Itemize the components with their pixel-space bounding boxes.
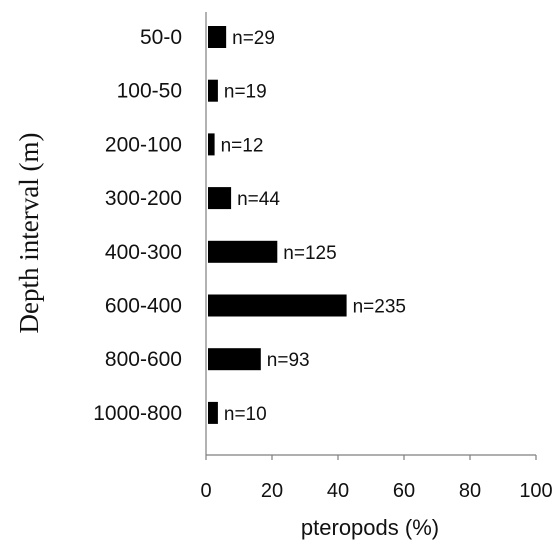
y-axis-title: Depth interval (m): [14, 133, 44, 334]
x-tick-label: 0: [200, 480, 211, 502]
data-label: n=12: [221, 135, 264, 156]
category-label: 600-400: [105, 295, 182, 318]
category-label: 100-50: [117, 80, 182, 103]
category-label: 50-0: [140, 26, 182, 49]
bar-600-400: [208, 294, 347, 317]
data-label: n=44: [237, 189, 280, 210]
bar-400-300: [208, 240, 278, 263]
category-label: 400-300: [105, 241, 182, 264]
x-tick-label: 100: [519, 480, 552, 502]
x-ticks-group: 0 20 40 60 80 100: [200, 455, 553, 502]
x-tick-label: 40: [327, 480, 349, 502]
bar-800-600: [208, 348, 261, 371]
bar-200-100: [208, 133, 215, 156]
bar-300-200: [208, 187, 232, 210]
data-label: n=10: [224, 404, 267, 425]
bar-1000-800: [208, 401, 218, 424]
x-tick-label: 60: [393, 480, 415, 502]
data-label: n=125: [283, 243, 336, 264]
category-label: 200-100: [105, 133, 182, 156]
x-tick-label: 20: [261, 480, 283, 502]
x-axis-title: pteropods (%): [301, 515, 439, 540]
data-label: n=29: [232, 28, 275, 49]
data-label: n=19: [224, 82, 267, 103]
bars-group: [208, 26, 347, 424]
data-labels-group: n=29 n=19 n=12 n=44 n=125 n=235 n=93 n=10: [221, 28, 406, 425]
category-label: 300-200: [105, 187, 182, 210]
bar-100-50: [208, 79, 218, 102]
data-label: n=235: [353, 297, 406, 318]
category-label: 1000-800: [93, 402, 182, 425]
x-tick-label: 80: [459, 480, 481, 502]
category-label: 800-600: [105, 348, 182, 371]
category-labels-group: 50-0 100-50 200-100 300-200 400-300 600-400 80…: [93, 26, 182, 425]
data-label: n=93: [267, 350, 310, 371]
bar-50-0: [208, 26, 227, 48]
